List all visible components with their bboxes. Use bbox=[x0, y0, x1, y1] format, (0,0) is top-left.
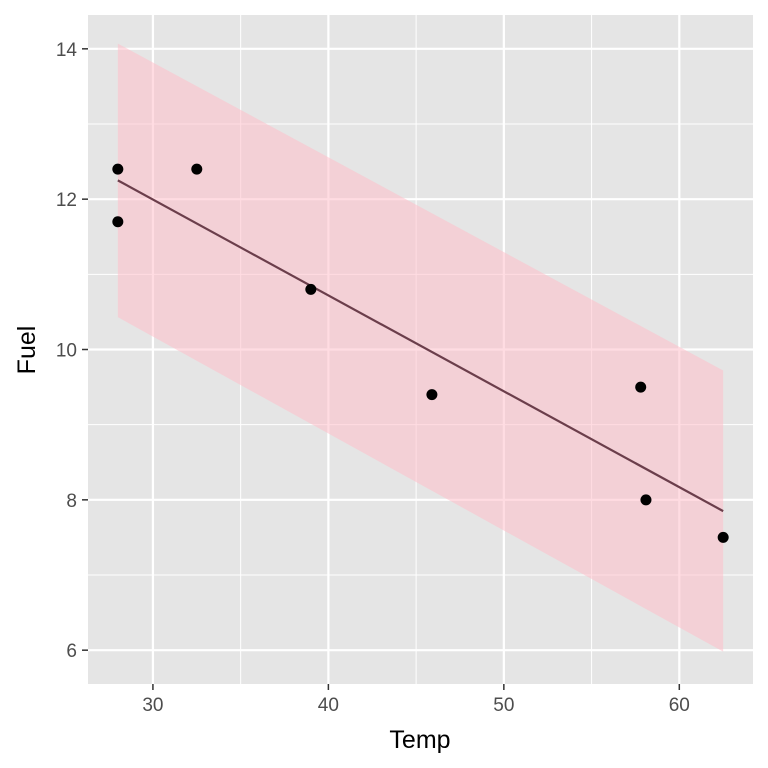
data-point bbox=[112, 163, 124, 175]
data-point bbox=[305, 283, 317, 295]
data-point bbox=[635, 381, 647, 393]
y-tick-label: 10 bbox=[56, 341, 77, 362]
data-point bbox=[717, 531, 729, 543]
x-tick-label: 30 bbox=[142, 695, 163, 716]
prediction-band bbox=[117, 43, 724, 652]
x-tick-label: 50 bbox=[493, 695, 514, 716]
data-point bbox=[191, 163, 203, 175]
points-layer bbox=[112, 163, 729, 543]
y-axis-title: Fuel bbox=[13, 326, 41, 375]
prediction-band-layer bbox=[117, 43, 724, 652]
x-axis-ticks: 30 40 50 60 bbox=[142, 684, 690, 716]
data-point bbox=[112, 216, 124, 228]
x-tick-label: 40 bbox=[318, 695, 339, 716]
y-tick-label: 12 bbox=[56, 190, 77, 211]
y-tick-label: 8 bbox=[66, 491, 77, 512]
y-tick-label: 6 bbox=[66, 641, 77, 662]
regression-line bbox=[117, 179, 724, 513]
x-tick-label: 60 bbox=[669, 695, 690, 716]
fit-line-layer bbox=[117, 179, 724, 513]
x-axis-title: Temp bbox=[389, 726, 450, 754]
y-tick-label: 14 bbox=[56, 40, 78, 61]
data-point bbox=[426, 389, 438, 401]
data-point bbox=[640, 494, 652, 506]
y-axis-ticks: 6 8 10 12 14 bbox=[56, 40, 88, 662]
